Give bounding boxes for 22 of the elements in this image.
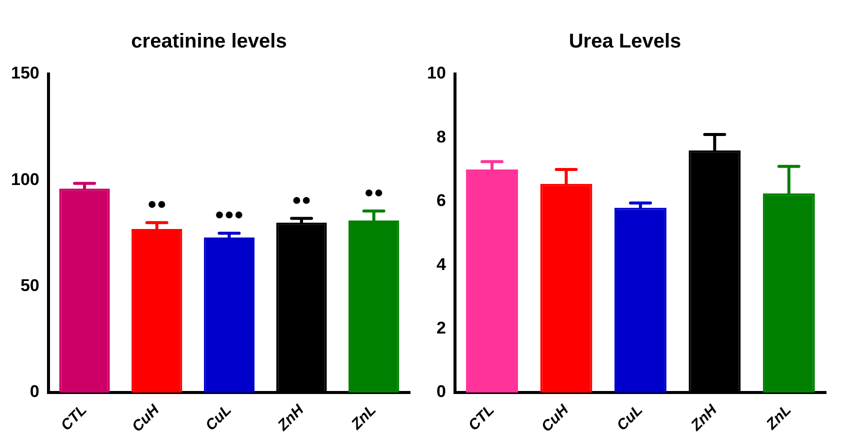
data-label: ●● [147,196,167,214]
chart-title: creatinine levels [131,30,287,53]
y-tick-label: 100 [10,170,40,189]
data-label: ●● [292,192,312,209]
chart-title: Urea Levels [568,30,682,53]
y-tick-label: 6 [436,191,446,210]
y-tick-label: 50 [20,276,40,296]
x-tick-label: CuL [614,402,646,434]
x-tick-label: ZnL [762,402,795,434]
y-tick-label: 8 [436,127,446,146]
data-label: ●● [364,184,384,202]
data-label: ●●● [214,206,244,224]
y-tick-label: 0 [436,382,446,402]
x-tick-label: CTL [58,402,90,434]
x-tick-label: ZnL [347,402,380,434]
y-tick-label: 0 [30,382,40,402]
y-tick-label: 4 [436,254,446,274]
y-tick-label: 150 [10,64,40,83]
y-tick-label: 2 [436,318,446,338]
x-tick-label: CTL [465,402,498,434]
y-tick-label: 10 [426,64,446,83]
x-tick-label: CuL [202,402,235,434]
